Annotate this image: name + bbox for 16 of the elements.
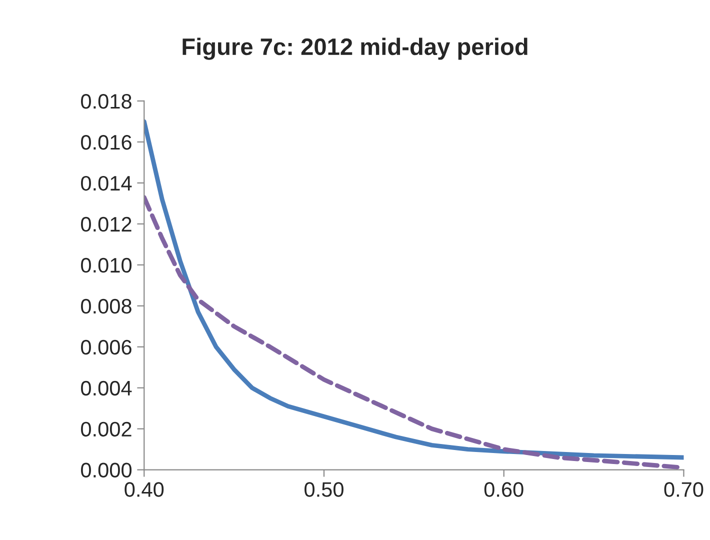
y-tick-label: 0.008 (81, 298, 132, 314)
y-tick-label: 0.002 (81, 422, 132, 437)
chart-title: Figure 7c: 2012 mid-day period (182, 38, 528, 60)
y-tick-label: 0.000 (81, 462, 132, 478)
y-tick-label: 0.014 (81, 176, 132, 191)
x-tick-label: 0.60 (484, 482, 524, 497)
x-tick-label: 0.50 (304, 482, 344, 497)
y-tick-label: 0.006 (81, 340, 132, 355)
x-tick-label: 0.70 (664, 482, 704, 497)
y-tick-label: 0.016 (81, 134, 132, 150)
line-series (144, 119, 684, 460)
y-tick-label: 0.004 (81, 380, 132, 396)
x-tick-label: 0.40 (124, 482, 164, 497)
y-tick-label: 0.018 (81, 94, 132, 109)
y-tick-label: 0.010 (81, 258, 132, 273)
y-tick-label: 0.012 (81, 216, 132, 232)
